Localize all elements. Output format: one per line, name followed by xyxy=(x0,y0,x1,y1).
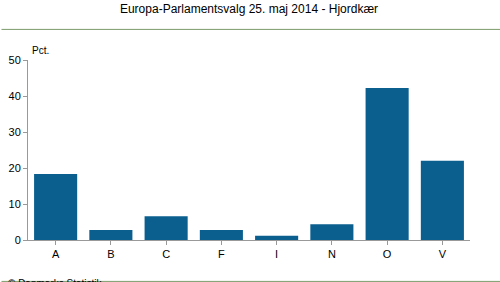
svg-text:Europa-Parlamentsvalg 25. maj: Europa-Parlamentsvalg 25. maj 2014 - Hjo… xyxy=(120,2,378,16)
svg-text:B: B xyxy=(107,248,114,260)
svg-text:V: V xyxy=(439,248,447,260)
svg-text:30: 30 xyxy=(9,126,21,138)
svg-text:© Danmarks Statistik: © Danmarks Statistik xyxy=(8,278,103,282)
svg-text:Pct.: Pct. xyxy=(32,45,49,56)
svg-text:O: O xyxy=(383,248,392,260)
svg-text:F: F xyxy=(218,248,225,260)
svg-text:10: 10 xyxy=(9,198,21,210)
svg-text:0: 0 xyxy=(15,234,21,246)
svg-text:40: 40 xyxy=(9,90,21,102)
svg-text:N: N xyxy=(328,248,336,260)
svg-text:20: 20 xyxy=(9,162,21,174)
svg-text:I: I xyxy=(275,248,278,260)
svg-text:A: A xyxy=(52,248,60,260)
svg-text:50: 50 xyxy=(9,54,21,66)
svg-text:C: C xyxy=(162,248,170,260)
